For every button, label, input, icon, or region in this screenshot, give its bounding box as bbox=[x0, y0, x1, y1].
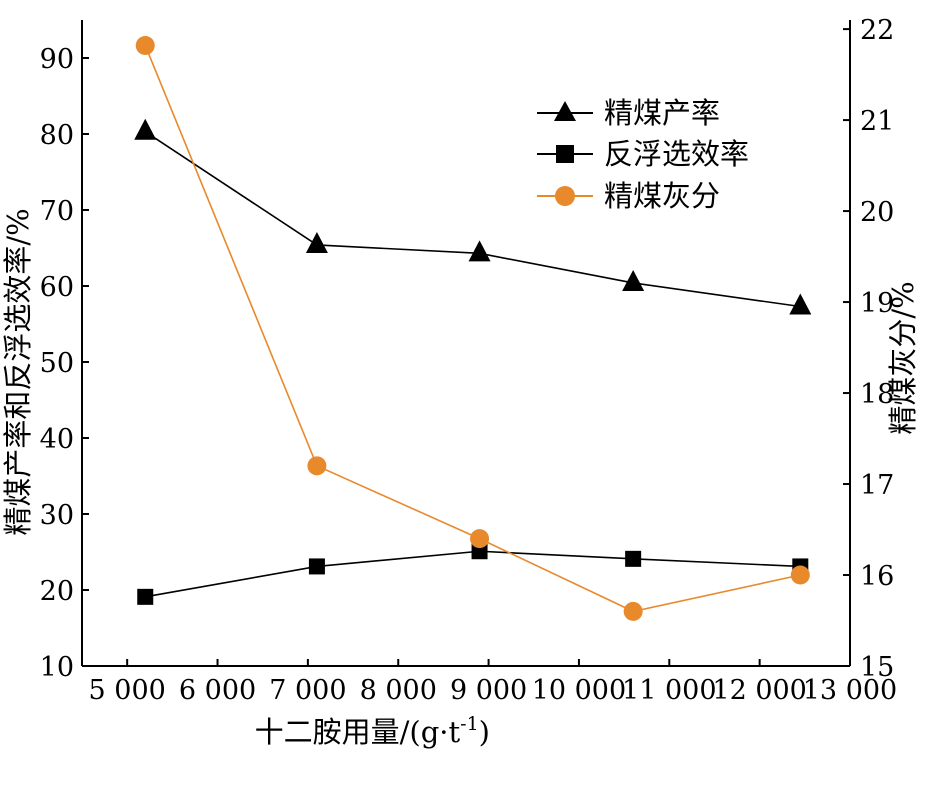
axes bbox=[81, 20, 851, 667]
x-tick-label: 11 000 bbox=[622, 675, 716, 706]
legend: 精煤产率 反浮选效率 精煤灰分 bbox=[537, 96, 749, 213]
y-right-tick-label: 15 bbox=[860, 652, 894, 683]
triangle-point bbox=[468, 240, 491, 262]
x-tick-label: 13 000 bbox=[803, 675, 897, 706]
square-point bbox=[625, 550, 642, 567]
y-axis-right-title: 精煤灰分/% bbox=[886, 281, 920, 434]
series-1 bbox=[137, 543, 809, 605]
y-right-tick-label: 17 bbox=[860, 470, 894, 501]
x-tick-label: 9 000 bbox=[450, 675, 527, 706]
y-right-tick-label: 21 bbox=[860, 106, 894, 137]
x-tick-label: 8 000 bbox=[360, 675, 437, 706]
series-2 bbox=[135, 35, 810, 621]
circle-point bbox=[790, 565, 810, 585]
x-tick-label: 10 000 bbox=[532, 675, 626, 706]
y-left-tick-label: 20 bbox=[40, 576, 74, 607]
y-left-tick-label: 80 bbox=[40, 120, 74, 151]
x-tick-label: 6 000 bbox=[179, 675, 256, 706]
series-layer bbox=[134, 35, 812, 621]
series-0 bbox=[134, 118, 812, 315]
y-left-tick-label: 90 bbox=[40, 44, 74, 75]
triangle-point bbox=[789, 293, 812, 315]
circle-point bbox=[307, 456, 327, 476]
circle-point bbox=[135, 35, 155, 55]
legend-item-yield: 精煤产率 bbox=[537, 96, 720, 130]
y-right-tick-label: 20 bbox=[860, 197, 894, 228]
x-tick-label: 5 000 bbox=[89, 675, 166, 706]
square-point bbox=[471, 543, 488, 560]
x-axis-title-superscript: -1 bbox=[460, 713, 479, 735]
y-left-tick-label: 40 bbox=[40, 424, 74, 455]
legend-label-efficiency: 反浮选效率 bbox=[604, 137, 749, 171]
y-right-tick-label: 18 bbox=[860, 379, 894, 410]
x-axis-title: 十二胺用量/(g·t-1) bbox=[255, 713, 490, 749]
series-line bbox=[144, 45, 801, 613]
legend-triangle-marker bbox=[554, 101, 576, 121]
legend-square-marker bbox=[556, 145, 574, 163]
triangle-point bbox=[622, 269, 645, 291]
square-point bbox=[137, 588, 154, 605]
y-right-tick-label: 19 bbox=[860, 288, 894, 319]
y-right-tick-label: 16 bbox=[860, 561, 894, 592]
circle-point bbox=[470, 529, 490, 549]
x-tick-label: 7 000 bbox=[269, 675, 346, 706]
y-right-tick-label: 22 bbox=[860, 15, 894, 46]
square-point bbox=[308, 558, 325, 575]
legend-item-efficiency: 反浮选效率 bbox=[537, 137, 749, 171]
x-axis-title-main: 十二胺用量/(g·t bbox=[255, 715, 461, 749]
y-left-tick-label: 70 bbox=[40, 196, 74, 227]
legend-item-ash: 精煤灰分 bbox=[537, 179, 720, 213]
y-left-tick-label: 50 bbox=[40, 348, 74, 379]
y-left-tick-label: 10 bbox=[40, 652, 74, 683]
circle-point bbox=[623, 601, 643, 621]
legend-label-yield: 精煤产率 bbox=[604, 96, 720, 130]
triangle-point bbox=[305, 231, 328, 253]
triangle-point bbox=[134, 118, 157, 140]
x-tick-label: 12 000 bbox=[712, 675, 806, 706]
y-left-tick-label: 30 bbox=[40, 500, 74, 531]
x-axis-title-tail: ) bbox=[479, 715, 490, 749]
legend-label-ash: 精煤灰分 bbox=[604, 179, 720, 213]
y-left-tick-label: 60 bbox=[40, 272, 74, 303]
y-axis-left-title: 精煤产率和反浮选效率/% bbox=[1, 208, 35, 535]
legend-circle-marker bbox=[555, 186, 575, 206]
